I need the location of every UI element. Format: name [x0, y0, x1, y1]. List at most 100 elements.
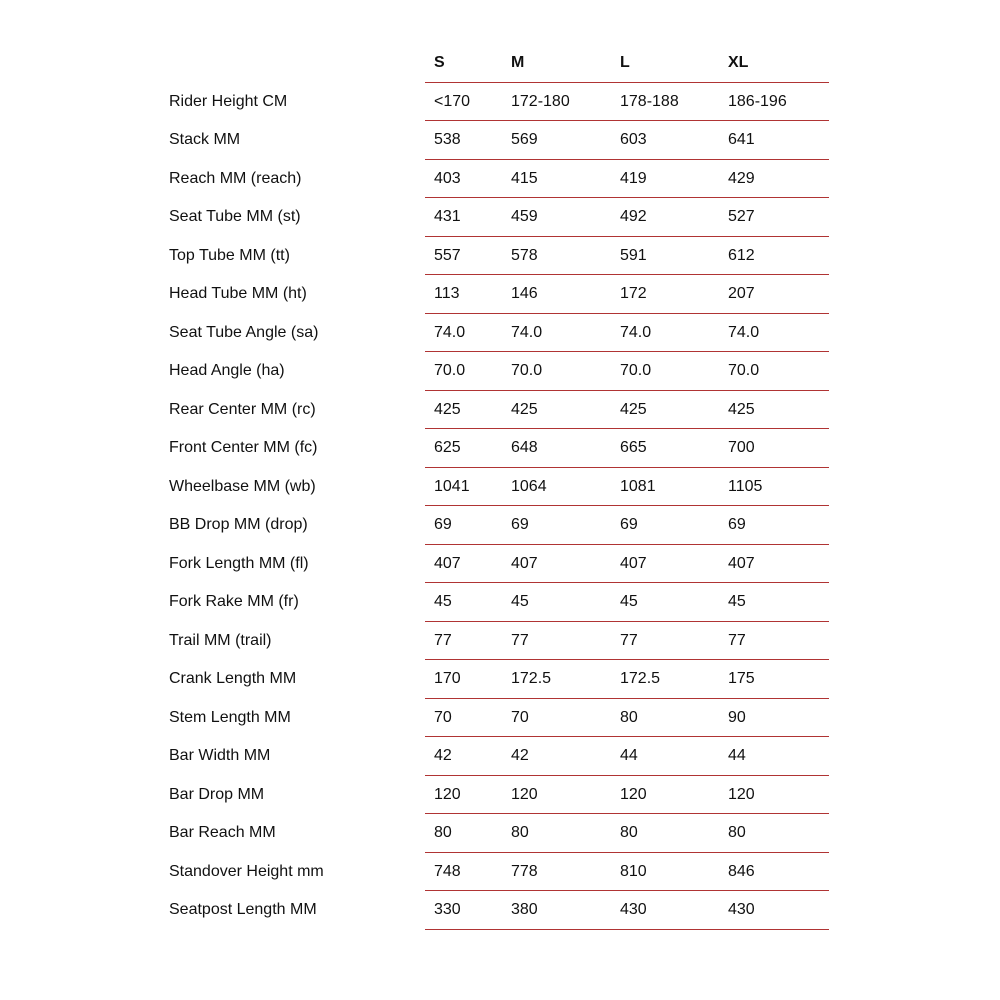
table-row: Fork Length MM (fl) 407 407 407 407 [0, 545, 1000, 583]
cell-value: 407 [620, 554, 647, 572]
cell-value: 459 [511, 208, 538, 225]
cell-value: 172-180 [511, 92, 570, 110]
table-row: Wheelbase MM (wb) 1041 1064 1081 1105 [0, 468, 1000, 506]
divider [425, 505, 829, 506]
cell-value: 77 [434, 631, 452, 649]
cell-value: 70.0 [620, 362, 652, 379]
cell-value: 69 [434, 516, 452, 533]
divider [425, 543, 829, 545]
cell-value: 80 [434, 824, 452, 841]
cell-value: 1041 [434, 477, 470, 495]
cell-value: 42 [511, 747, 529, 764]
table-row: BB Drop MM (drop) 69 69 69 69 [0, 506, 1000, 545]
cell-value: 538 [434, 131, 461, 148]
cell-value: 425 [728, 400, 755, 418]
cell-value: 120 [434, 785, 461, 803]
row-label: Reach MM (reach) [169, 169, 302, 187]
geometry-table: S M L XL Rider Height CM <170 172-180 178-1… [0, 44, 1000, 930]
table-row: Seat Tube Angle (sa) 74.0 74.0 74.0 74.0 [0, 314, 1000, 352]
cell-value: 74.0 [620, 323, 652, 341]
row-label: Trail MM (trail) [169, 631, 272, 649]
cell-value: 178-188 [620, 92, 679, 110]
divider [425, 697, 829, 699]
cell-value: 778 [511, 862, 538, 880]
row-label: Bar Reach MM [169, 824, 276, 841]
divider [425, 235, 829, 237]
cell-value: 407 [434, 554, 461, 572]
cell-value: 186-196 [728, 92, 787, 110]
cell-value: 42 [434, 747, 452, 764]
cell-value: 69 [728, 516, 746, 533]
row-label: Bar Width MM [169, 747, 271, 764]
cell-value: 578 [511, 246, 538, 264]
row-label: Crank Length MM [169, 670, 297, 687]
divider [425, 389, 829, 391]
cell-value: 113 [434, 285, 460, 302]
table-row: Bar Drop MM 120 120 120 120 [0, 776, 1000, 814]
divider [425, 197, 829, 198]
cell-value: 1105 [728, 477, 763, 495]
cell-value: 527 [728, 208, 755, 225]
cell-value: 170 [434, 670, 461, 687]
cell-value: 425 [434, 400, 461, 418]
cell-value: 429 [728, 169, 755, 187]
divider [425, 312, 829, 314]
row-label: Seatpost Length MM [169, 901, 317, 918]
column-header: M [511, 54, 525, 71]
table-row: Trail MM (trail) 77 77 77 77 [0, 622, 1000, 660]
row-label: Fork Rake MM (fr) [169, 593, 299, 610]
cell-value: 591 [620, 246, 647, 264]
cell-value: 425 [511, 400, 538, 418]
row-label: Stack MM [169, 131, 241, 148]
row-label: BB Drop MM (drop) [169, 516, 308, 533]
divider [425, 428, 829, 429]
cell-value: 77 [511, 631, 529, 649]
cell-value: 431 [434, 208, 461, 225]
column-header: S [434, 54, 445, 71]
column-header: L [620, 54, 630, 71]
column-header: XL [728, 54, 749, 71]
divider [425, 928, 829, 930]
divider [425, 466, 829, 468]
cell-value: 1064 [511, 477, 547, 495]
divider [425, 736, 829, 737]
cell-value: 625 [434, 439, 461, 456]
divider [425, 851, 829, 853]
cell-value: 80 [728, 824, 746, 841]
cell-value: 330 [434, 901, 461, 918]
cell-value: 74.0 [434, 323, 466, 341]
table-row: Seatpost Length MM 330 380 430 430 [0, 891, 1000, 930]
cell-value: 492 [620, 208, 647, 225]
table-row: Front Center MM (fc) 625 648 665 700 [0, 429, 1000, 468]
cell-value: 407 [511, 554, 538, 572]
table-row: Standover Height mm 748 778 810 846 [0, 853, 1000, 891]
cell-value: 612 [728, 246, 755, 264]
cell-value: 69 [620, 516, 638, 533]
cell-value: 172.5 [511, 670, 552, 687]
cell-value: 407 [728, 554, 755, 572]
cell-value: 172 [620, 285, 647, 302]
cell-value: 90 [728, 708, 746, 726]
row-label: Top Tube MM (tt) [169, 246, 290, 264]
divider [425, 774, 829, 776]
cell-value: 45 [511, 593, 529, 610]
cell-value: 44 [728, 747, 746, 764]
cell-value: 700 [728, 439, 755, 456]
row-label: Rear Center MM (rc) [169, 400, 316, 418]
cell-value: 430 [620, 901, 647, 918]
cell-value: 70.0 [728, 362, 760, 379]
table-row: Rider Height CM <170 172-180 178-188 186-196 [0, 83, 1000, 121]
table-row: Stack MM 538 569 603 641 [0, 121, 1000, 160]
cell-value: 175 [728, 670, 755, 687]
cell-value: 120 [620, 785, 647, 803]
cell-value: 80 [620, 824, 638, 841]
cell-value: 430 [728, 901, 755, 918]
cell-value: 380 [511, 901, 538, 918]
divider [425, 120, 829, 121]
cell-value: 45 [620, 593, 638, 610]
row-label: Head Angle (ha) [169, 362, 285, 379]
row-label: Seat Tube Angle (sa) [169, 323, 319, 341]
table-row: Reach MM (reach) 403 415 419 429 [0, 160, 1000, 198]
cell-value: 403 [434, 169, 461, 187]
table-row: Stem Length MM 70 70 80 90 [0, 699, 1000, 737]
